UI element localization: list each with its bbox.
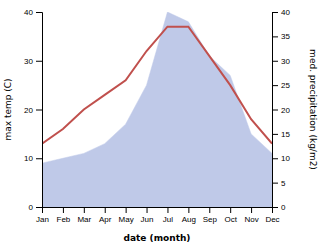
tick: 35	[272, 32, 290, 41]
tick-mark	[209, 207, 210, 213]
chart-container: JanFebMarAprMayJunJulAugSepOctNovDec0102…	[0, 0, 318, 247]
tick-mark	[272, 85, 278, 86]
tick-label: Dec	[265, 215, 279, 224]
tick-mark	[272, 134, 278, 135]
tick-mark	[105, 207, 106, 213]
tick: May	[119, 207, 134, 224]
tick-mark	[251, 207, 252, 213]
tick-label: Jan	[36, 215, 49, 224]
tick: 30	[24, 57, 42, 66]
tick-label: 30	[24, 57, 33, 66]
tick: 25	[272, 81, 290, 90]
tick-label: 0	[29, 203, 34, 212]
tick-label: 10	[24, 154, 33, 163]
tick-mark	[188, 207, 189, 213]
y2-axis: 0 5 10 15 20 25 30 35 40	[272, 8, 290, 212]
tick-label: 10	[281, 154, 290, 163]
tick: 40	[24, 8, 42, 17]
tick: Oct	[224, 207, 237, 224]
tick-label: Jul	[163, 215, 173, 224]
tick-label: 20	[281, 106, 290, 115]
tick: Apr	[99, 207, 112, 224]
tick-mark	[272, 207, 278, 208]
tick: Sep	[203, 207, 218, 224]
x-axis: Jan Feb Mar Apr May Jun Jul Aug Sep Oct Nov Dec	[36, 207, 280, 224]
tick-label: 30	[281, 57, 290, 66]
tick-label: 5	[281, 179, 286, 188]
axis-line	[273, 13, 279, 208]
marks	[42, 12, 272, 207]
tick-label: Feb	[57, 215, 71, 224]
tick: 10	[272, 154, 290, 163]
tick-label: 35	[281, 32, 290, 41]
tick: Jun	[141, 207, 154, 224]
tick-mark	[272, 12, 278, 13]
tick-mark	[272, 158, 278, 159]
y-axis-title: max temp (C)	[3, 78, 13, 140]
tick: 5	[272, 179, 286, 188]
tick: 10	[24, 154, 42, 163]
axis-line	[36, 13, 43, 208]
tick: 0	[272, 203, 286, 212]
tick: 30	[272, 57, 290, 66]
tick-label: Apr	[99, 215, 112, 224]
tick-mark	[272, 183, 278, 184]
tick-mark	[63, 207, 64, 213]
tick: Feb	[57, 207, 71, 224]
tick-mark	[36, 110, 42, 111]
tick-mark	[272, 36, 278, 37]
tick-label: 15	[281, 130, 290, 139]
tick: Aug	[182, 207, 196, 224]
tick: Mar	[77, 207, 91, 224]
tick-mark	[126, 207, 127, 213]
tick-mark	[36, 207, 42, 208]
tick-mark	[272, 110, 278, 111]
tick-label: Oct	[224, 215, 237, 224]
tick-label: Jun	[141, 215, 154, 224]
temp-line	[42, 27, 272, 144]
tick-label: Sep	[203, 215, 218, 224]
tick: 15	[272, 130, 290, 139]
tick-label: 40	[24, 8, 33, 17]
tick-mark	[272, 61, 278, 62]
tick-label: 40	[281, 8, 290, 17]
x-axis-title: date (month)	[124, 233, 191, 243]
y-axis: 0 10 20 30 40	[24, 8, 42, 212]
tick-mark	[84, 207, 85, 213]
tick: 20	[272, 106, 290, 115]
tick-mark	[230, 207, 231, 213]
tick-label: May	[119, 215, 134, 224]
tick-mark	[167, 207, 168, 213]
tick-mark	[36, 158, 42, 159]
tick: Dec	[265, 207, 279, 224]
tick-label: 25	[281, 81, 290, 90]
tick-label: 20	[24, 106, 33, 115]
tick: Jul	[163, 207, 173, 224]
plot: JanFebMarAprMayJunJulAugSepOctNovDec0102…	[24, 8, 290, 224]
tick-label: 0	[281, 203, 286, 212]
tick: 40	[272, 8, 290, 17]
chart-svg: JanFebMarAprMayJunJulAugSepOctNovDec0102…	[0, 0, 318, 247]
tick-mark	[36, 12, 42, 13]
tick: Nov	[244, 207, 258, 224]
tick-mark	[147, 207, 148, 213]
tick: 20	[24, 106, 42, 115]
tick: Jan	[36, 207, 49, 224]
y2-axis-title: med. precipitation (kg/m2)	[308, 49, 318, 170]
axis-line	[43, 208, 273, 214]
tick-label: Mar	[77, 215, 91, 224]
tick-mark	[36, 61, 42, 62]
tick: 0	[29, 203, 42, 212]
precip-area	[42, 12, 272, 207]
tick-label: Aug	[182, 215, 196, 224]
tick-label: Nov	[244, 215, 258, 224]
